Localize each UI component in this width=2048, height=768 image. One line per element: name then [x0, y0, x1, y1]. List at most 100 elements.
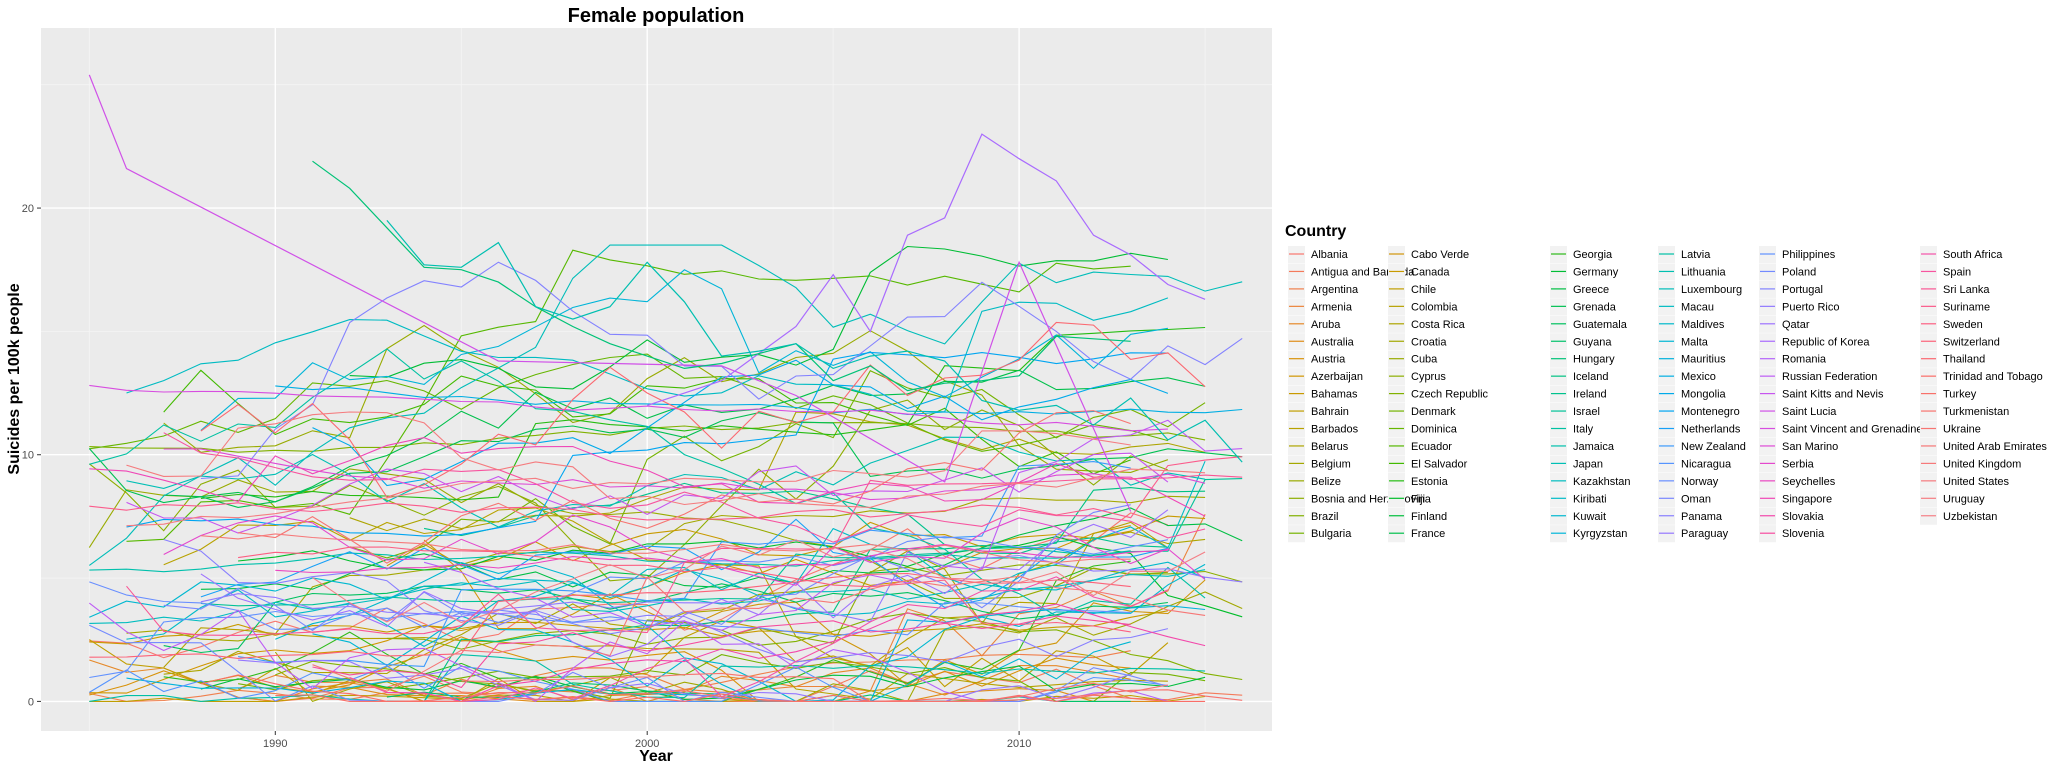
- legend-label: Mongolia: [1681, 389, 1727, 401]
- legend-label: Suriname: [1943, 301, 1990, 313]
- chart-title: Female population: [568, 5, 745, 27]
- series-line: [200, 326, 1206, 501]
- series-line: [89, 536, 1169, 630]
- legend-label: Norway: [1681, 476, 1719, 488]
- legend-item: Saint Vincent and Grenadines: [1759, 420, 1928, 438]
- legend-item: Belarus: [1288, 437, 1349, 455]
- legend-item: Canada: [1388, 263, 1450, 281]
- legend-item: Guatemala: [1550, 315, 1628, 333]
- legend-label: Bahrain: [1311, 406, 1349, 418]
- legend-item: Argentina: [1288, 280, 1359, 298]
- legend-label: Aruba: [1311, 319, 1341, 331]
- legend-label: Hungary: [1573, 354, 1615, 366]
- legend-title: Country: [1285, 223, 1346, 240]
- legend-label: Grenada: [1573, 301, 1617, 313]
- legend-label: France: [1411, 528, 1445, 540]
- legend-item: Serbia: [1759, 455, 1815, 473]
- legend-label: Italy: [1573, 424, 1594, 436]
- legend-item: Georgia: [1550, 246, 1613, 263]
- legend-item: Bahrain: [1288, 403, 1349, 421]
- series-line: [126, 411, 1206, 508]
- legend-item: Ireland: [1550, 385, 1607, 403]
- legend-item: Barbados: [1288, 420, 1359, 438]
- legend-item: Belgium: [1288, 455, 1351, 473]
- legend-item: Hungary: [1550, 350, 1615, 368]
- legend-label: Trinidad and Tobago: [1943, 371, 2043, 383]
- legend-item: Costa Rica: [1388, 315, 1466, 333]
- legend-label: Montenegro: [1681, 406, 1740, 418]
- legend-label: Brazil: [1311, 511, 1339, 523]
- series-line: [163, 504, 1131, 635]
- series-line: [163, 324, 1169, 473]
- series-line: [88, 74, 1132, 512]
- legend-label: Belarus: [1311, 441, 1349, 453]
- legend-item: Jamaica: [1550, 437, 1615, 455]
- legend-label: Guatemala: [1573, 319, 1628, 331]
- legend-label: Cuba: [1411, 354, 1438, 366]
- legend-item: Fiji: [1388, 490, 1425, 508]
- legend-label: Netherlands: [1681, 424, 1741, 436]
- legend-item: Romania: [1759, 350, 1827, 368]
- legend-label: Estonia: [1411, 476, 1449, 488]
- legend-label: Mauritius: [1681, 354, 1726, 366]
- axis-ticks: 1990 2000 2010 0 10 20: [22, 203, 1032, 750]
- legend-label: Switzerland: [1943, 336, 2000, 348]
- legend-item: Iceland: [1550, 368, 1608, 386]
- series-line: [89, 562, 1206, 702]
- legend-item: Lithuania: [1658, 263, 1727, 281]
- legend-label: United Kingdom: [1943, 458, 2021, 470]
- legend-item: Cyprus: [1388, 368, 1446, 386]
- legend-item: Greece: [1550, 280, 1609, 298]
- series-line: [275, 682, 1169, 702]
- legend-label: Ireland: [1573, 389, 1607, 401]
- legend-label: Saint Lucia: [1782, 406, 1837, 418]
- legend-item: Netherlands: [1658, 420, 1741, 438]
- legend-label: Fiji: [1411, 493, 1425, 505]
- legend-item: Nicaragua: [1658, 455, 1732, 473]
- series-line: [238, 410, 1131, 564]
- legend-label: Bulgaria: [1311, 528, 1352, 540]
- series-line: [312, 359, 1169, 487]
- legend-label: Kyrgyzstan: [1573, 528, 1627, 540]
- legend-item: Panama: [1658, 507, 1723, 525]
- legend-item: Czech Republic: [1388, 385, 1489, 403]
- legend-item: Spain: [1920, 263, 1971, 281]
- legend-label: Puerto Rico: [1782, 301, 1839, 313]
- series-line: [312, 160, 1131, 392]
- series-line: [89, 348, 1206, 617]
- legend-label: Uruguay: [1943, 493, 1985, 505]
- legend-label: South Africa: [1943, 249, 2003, 261]
- legend-label: Dominica: [1411, 424, 1458, 436]
- legend-label: Guyana: [1573, 336, 1612, 348]
- legend-item: Dominica: [1388, 420, 1458, 438]
- series-line: [200, 533, 1131, 564]
- legend-label: Colombia: [1411, 301, 1458, 313]
- legend-label: Israel: [1573, 406, 1600, 418]
- legend-item: Poland: [1759, 263, 1816, 281]
- legend-label: Sri Lanka: [1943, 284, 1990, 296]
- series-line: [200, 478, 1243, 607]
- series-line: [126, 605, 1206, 702]
- legend-label: Czech Republic: [1411, 389, 1489, 401]
- legend-label: Romania: [1782, 354, 1827, 366]
- legend-label: United States: [1943, 476, 2010, 488]
- legend-label: Maldives: [1681, 319, 1725, 331]
- legend-label: Finland: [1411, 511, 1447, 523]
- legend-item: Australia: [1288, 333, 1355, 351]
- legend-label: Latvia: [1681, 249, 1711, 261]
- legend-item: Belize: [1288, 472, 1341, 490]
- legend-label: Paraguay: [1681, 528, 1729, 540]
- legend-item: Estonia: [1388, 472, 1449, 490]
- series-line: [200, 518, 1169, 608]
- legend-label: Uzbekistan: [1943, 511, 1997, 523]
- series-line: [89, 572, 1131, 659]
- series-line: [126, 297, 1169, 413]
- legend-label: Thailand: [1943, 354, 1985, 366]
- legend-label: Portugal: [1782, 284, 1823, 296]
- legend-item: Maldives: [1658, 315, 1725, 333]
- legend-item: Italy: [1550, 420, 1594, 438]
- legend-label: Nicaragua: [1681, 458, 1732, 470]
- legend-item: Saint Lucia: [1759, 403, 1837, 421]
